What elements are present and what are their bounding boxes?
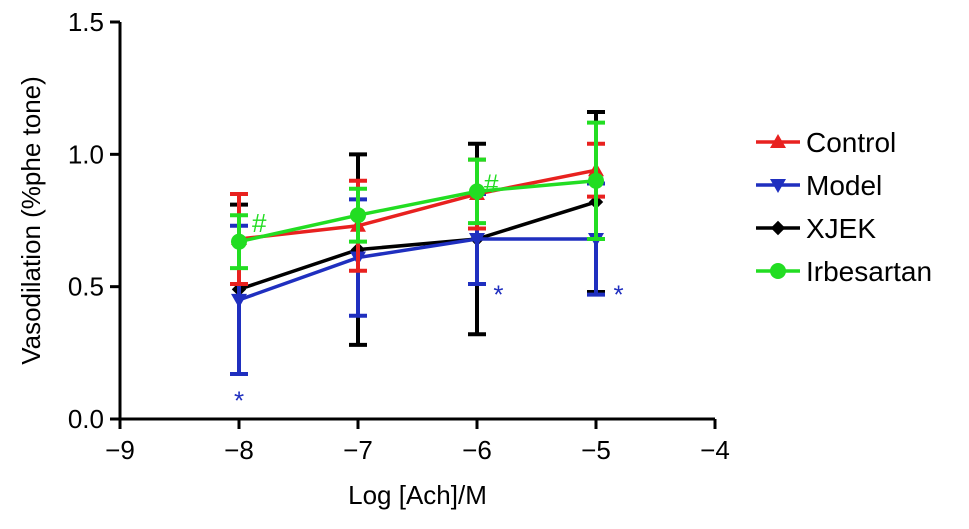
x-tick-label: −7 [343,435,373,465]
x-tick-label: −6 [462,435,492,465]
data-point [231,293,247,308]
y-tick-label: 0.0 [68,404,104,434]
data-point [588,172,604,189]
series-line [238,237,596,302]
legend-marker [770,263,786,279]
x-tick-label: −5 [581,435,611,465]
legend-marker [770,220,786,236]
legend-item-control: Control [756,127,896,158]
y-tick-label: 0.5 [68,272,104,302]
legend-item-xjek: XJEK [756,213,876,244]
legend-label: Model [806,170,882,201]
x-tick-label: −9 [105,435,135,465]
series-xjek [230,109,605,377]
significance-hash: # [252,208,267,238]
x-tick-label: −4 [700,435,730,465]
legend-label: Control [806,127,896,158]
series-control [230,141,605,287]
significance-star: * [614,280,624,310]
y-tick-label: 1.5 [68,7,104,37]
legend: Control Model XJEK Irbesartan [756,127,932,287]
data-point [350,207,366,224]
data-point [469,233,485,248]
series-line [238,168,597,241]
legend-label: XJEK [806,213,876,244]
series-model [230,181,605,377]
series-line [238,179,597,244]
data-point [469,183,485,200]
x-tick-label: −8 [224,435,254,465]
legend-marker [770,134,786,148]
y-tick-label: 1.0 [68,139,104,169]
significance-hash: # [484,168,499,198]
significance-star: * [493,280,503,310]
series-line [238,200,597,291]
legend-item-model: Model [756,170,882,201]
annotation-layer: # # * * * [234,168,624,415]
series-layer [230,109,605,377]
series-irbesartan [230,120,605,271]
x-axis-title: Log [Ach]/M [348,480,487,510]
x-axis: −9 −8 −7 −6 −5 −4 [105,417,730,465]
data-point [231,233,247,250]
legend-label: Irbesartan [806,256,932,287]
y-axis: 0.0 0.5 1.0 1.5 [68,7,122,434]
significance-star: * [234,385,244,415]
legend-marker [770,179,786,193]
y-axis-title: Vasodilation (%phe tone) [16,76,46,365]
legend-item-irbesartan: Irbesartan [756,256,932,287]
